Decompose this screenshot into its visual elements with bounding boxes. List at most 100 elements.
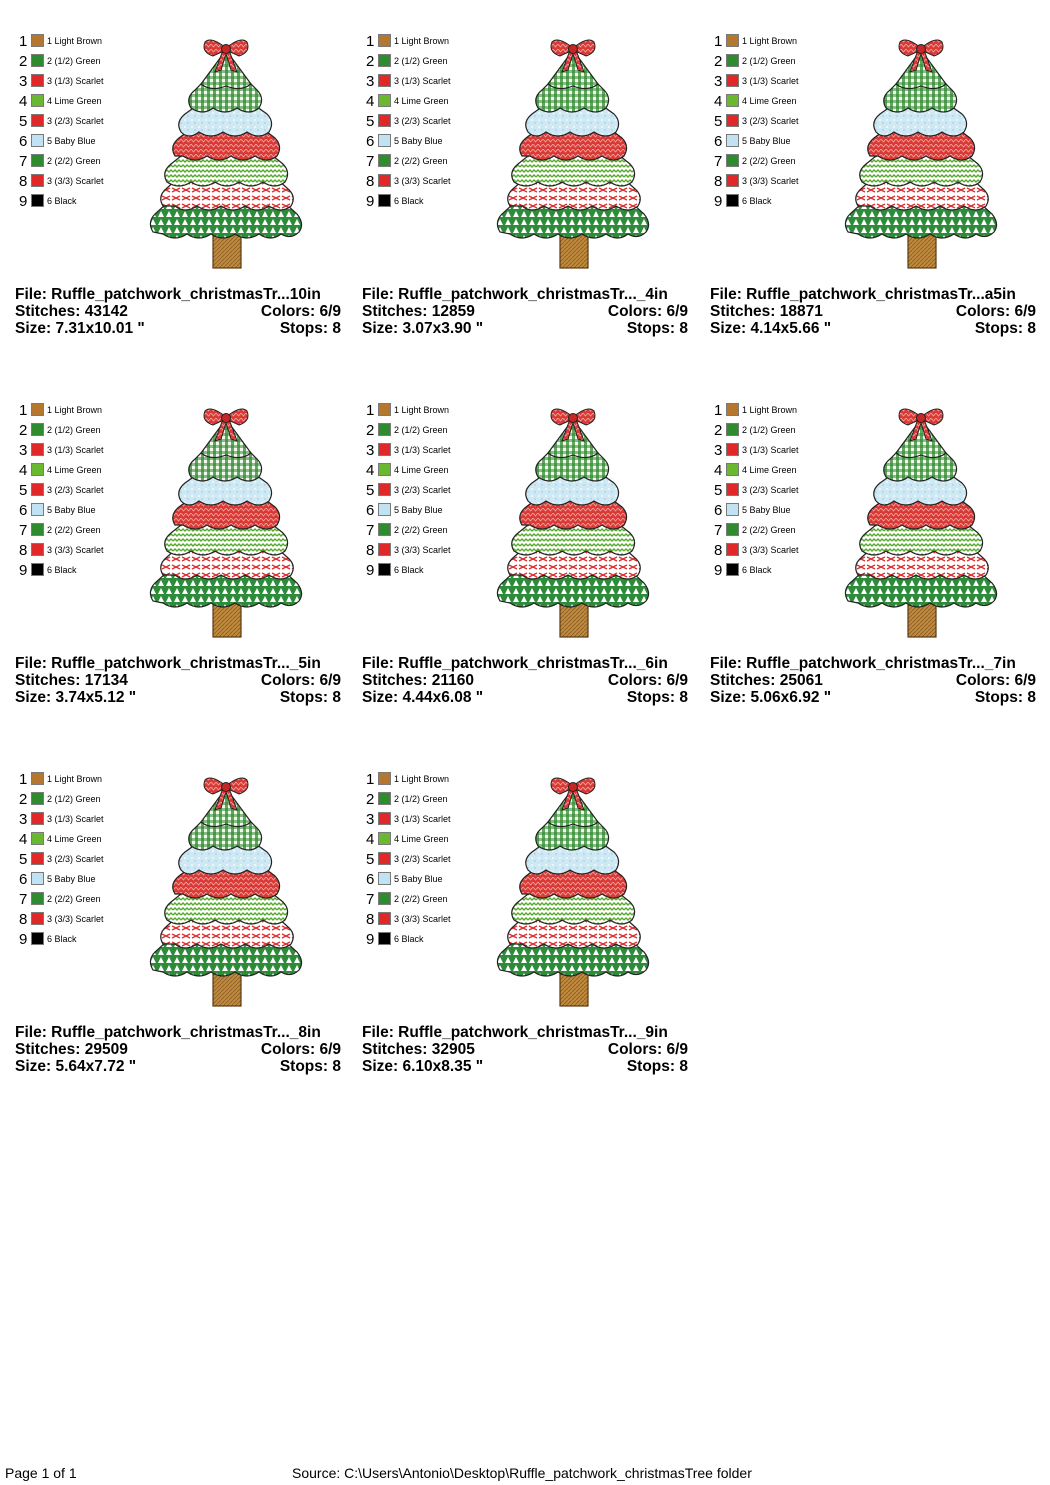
legend-number: 5 xyxy=(19,113,28,130)
legend-color-name: 1 Light Brown xyxy=(47,405,103,415)
design-info: File: Ruffle_patchwork_christmasTr..._8i… xyxy=(15,1024,341,1075)
legend-color-name: 6 Black xyxy=(394,196,424,206)
design-card-8in: 1 1 Light Brown 2 2 (1/2) Green 3 3 (1/3… xyxy=(15,768,351,1128)
legend-row: 6 5 Baby Blue xyxy=(366,501,476,521)
legend-row: 9 6 Black xyxy=(714,561,824,581)
legend-row: 4 4 Lime Green xyxy=(19,92,129,112)
legend-number: 2 xyxy=(366,422,375,439)
legend-color-name: 3 (2/3) Scarlet xyxy=(742,485,799,495)
legend-color-name: 5 Baby Blue xyxy=(742,136,791,146)
legend-swatch xyxy=(378,812,391,825)
legend-row: 5 3 (2/3) Scarlet xyxy=(714,112,824,132)
legend-number: 1 xyxy=(19,771,28,788)
legend-swatch xyxy=(31,443,44,456)
legend-color-name: 2 (2/2) Green xyxy=(394,156,448,166)
legend-number: 1 xyxy=(366,771,375,788)
legend-number: 3 xyxy=(714,73,723,90)
legend-color-name: 3 (1/3) Scarlet xyxy=(394,445,451,455)
legend-number: 4 xyxy=(366,462,375,479)
legend-row: 8 3 (3/3) Scarlet xyxy=(714,541,824,561)
legend-swatch xyxy=(726,483,739,496)
legend-number: 3 xyxy=(366,73,375,90)
legend-swatch xyxy=(378,403,391,416)
legend-number: 7 xyxy=(19,153,28,170)
legend-number: 8 xyxy=(366,542,375,559)
legend-row: 4 4 Lime Green xyxy=(366,461,476,481)
legend-number: 7 xyxy=(714,153,723,170)
legend-number: 6 xyxy=(366,871,375,888)
stop-count: Stops: 8 xyxy=(279,1058,341,1075)
stop-count: Stops: 8 xyxy=(974,689,1036,706)
design-info: File: Ruffle_patchwork_christmasTr..._4i… xyxy=(362,286,688,337)
color-legend: 1 1 Light Brown 2 2 (1/2) Green 3 3 (1/3… xyxy=(366,32,476,212)
legend-number: 3 xyxy=(19,442,28,459)
legend-color-name: 5 Baby Blue xyxy=(47,136,96,146)
legend-color-name: 1 Light Brown xyxy=(742,36,798,46)
legend-number: 2 xyxy=(714,422,723,439)
legend-row: 2 2 (1/2) Green xyxy=(19,421,129,441)
legend-color-name: 2 (2/2) Green xyxy=(394,894,448,904)
legend-color-name: 4 Lime Green xyxy=(47,834,102,844)
legend-row: 5 3 (2/3) Scarlet xyxy=(366,481,476,501)
legend-color-name: 6 Black xyxy=(47,196,77,206)
color-legend: 1 1 Light Brown 2 2 (1/2) Green 3 3 (1/3… xyxy=(19,401,129,581)
legend-color-name: 3 (2/3) Scarlet xyxy=(394,854,451,864)
legend-row: 6 5 Baby Blue xyxy=(366,870,476,890)
legend-row: 1 1 Light Brown xyxy=(714,401,824,421)
stop-count: Stops: 8 xyxy=(974,320,1036,337)
legend-color-name: 2 (1/2) Green xyxy=(394,425,448,435)
color-legend: 1 1 Light Brown 2 2 (1/2) Green 3 3 (1/3… xyxy=(714,32,824,212)
legend-color-name: 6 Black xyxy=(394,934,424,944)
legend-row: 4 4 Lime Green xyxy=(714,461,824,481)
stitch-count: Stitches: 25061 xyxy=(710,672,823,689)
legend-number: 8 xyxy=(19,173,28,190)
legend-row: 4 4 Lime Green xyxy=(19,830,129,850)
legend-color-name: 3 (3/3) Scarlet xyxy=(394,914,451,924)
legend-color-name: 2 (2/2) Green xyxy=(47,156,101,166)
legend-color-name: 3 (2/3) Scarlet xyxy=(47,485,104,495)
legend-color-name: 3 (3/3) Scarlet xyxy=(47,176,104,186)
design-card-7in: 1 1 Light Brown 2 2 (1/2) Green 3 3 (1/3… xyxy=(710,399,1046,759)
color-count: Colors: 6/9 xyxy=(260,303,341,320)
legend-number: 2 xyxy=(19,791,28,808)
legend-color-name: 1 Light Brown xyxy=(47,36,103,46)
christmas-tree-image xyxy=(488,772,658,1008)
legend-number: 4 xyxy=(366,831,375,848)
christmas-tree-image xyxy=(488,403,658,639)
color-count: Colors: 6/9 xyxy=(955,672,1036,689)
legend-swatch xyxy=(378,463,391,476)
legend-swatch xyxy=(726,523,739,536)
legend-swatch xyxy=(31,54,44,67)
legend-row: 8 3 (3/3) Scarlet xyxy=(19,541,129,561)
legend-row: 9 6 Black xyxy=(19,561,129,581)
christmas-tree-image xyxy=(141,403,311,639)
legend-number: 7 xyxy=(366,522,375,539)
legend-color-name: 5 Baby Blue xyxy=(742,505,791,515)
legend-number: 2 xyxy=(19,422,28,439)
legend-color-name: 2 (1/2) Green xyxy=(742,425,796,435)
legend-number: 5 xyxy=(714,113,723,130)
legend-swatch xyxy=(31,503,44,516)
legend-number: 4 xyxy=(19,831,28,848)
legend-swatch xyxy=(378,892,391,905)
christmas-tree-image xyxy=(141,34,311,270)
legend-row: 1 1 Light Brown xyxy=(19,32,129,52)
design-info: File: Ruffle_patchwork_christmasTr...10i… xyxy=(15,286,341,337)
legend-row: 2 2 (1/2) Green xyxy=(714,52,824,72)
legend-color-name: 2 (1/2) Green xyxy=(742,56,796,66)
design-card-9in: 1 1 Light Brown 2 2 (1/2) Green 3 3 (1/3… xyxy=(362,768,698,1128)
page-number: Page 1 of 1 xyxy=(5,1465,77,1481)
legend-row: 9 6 Black xyxy=(19,192,129,212)
legend-row: 5 3 (2/3) Scarlet xyxy=(366,850,476,870)
legend-row: 1 1 Light Brown xyxy=(366,32,476,52)
legend-row: 5 3 (2/3) Scarlet xyxy=(19,850,129,870)
legend-swatch xyxy=(726,34,739,47)
legend-color-name: 4 Lime Green xyxy=(47,96,102,106)
legend-swatch xyxy=(378,792,391,805)
color-legend: 1 1 Light Brown 2 2 (1/2) Green 3 3 (1/3… xyxy=(366,770,476,950)
design-size: Size: 4.44x6.08 " xyxy=(362,689,484,706)
legend-swatch xyxy=(726,134,739,147)
christmas-tree-image xyxy=(488,34,658,270)
legend-number: 5 xyxy=(714,482,723,499)
stop-count: Stops: 8 xyxy=(279,689,341,706)
